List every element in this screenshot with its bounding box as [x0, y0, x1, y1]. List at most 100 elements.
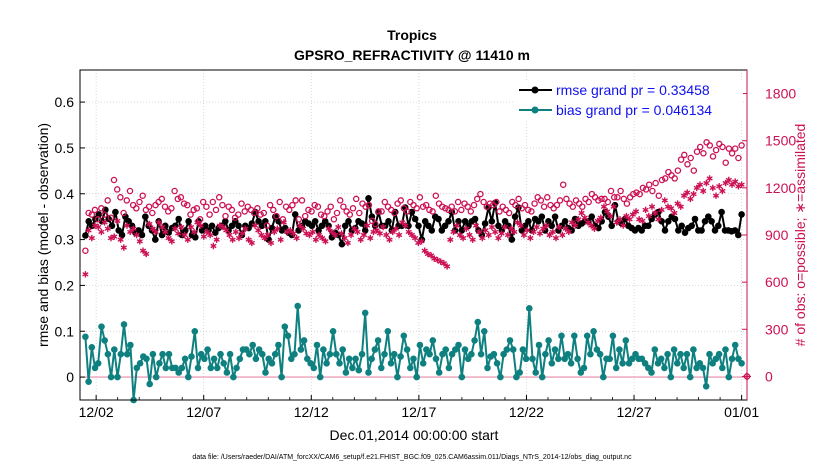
assimilated-obs-marker [226, 231, 233, 239]
assimilated-obs-marker [511, 228, 518, 236]
possible-obs-marker [384, 203, 392, 210]
data-point-1 [657, 355, 665, 363]
assimilated-obs-marker [514, 219, 521, 226]
possible-obs-marker [352, 195, 360, 203]
assimilated-obs-marker [578, 209, 585, 217]
data-point-1 [178, 364, 186, 372]
possible-obs-marker [184, 201, 191, 209]
data-point-1 [111, 346, 118, 353]
possible-obs-marker [445, 206, 452, 214]
data-point-1 [342, 369, 350, 376]
assimilated-obs-marker [648, 203, 656, 210]
assimilated-obs-marker [591, 225, 598, 232]
possible-obs-marker [636, 190, 643, 198]
left-tick-label: 0.4 [55, 186, 75, 202]
assimilated-obs-marker [395, 231, 403, 239]
possible-obs-marker [193, 205, 201, 212]
data-point-1 [94, 360, 102, 367]
possible-obs-marker [117, 194, 124, 201]
data-point-0 [345, 218, 352, 225]
assimilated-obs-marker [706, 175, 713, 182]
data-point-1 [407, 364, 414, 372]
possible-obs-marker [104, 197, 111, 204]
data-point-1 [696, 360, 704, 367]
possible-obs-marker [505, 209, 513, 217]
assimilated-obs-marker [229, 236, 236, 243]
possible-obs-marker [709, 153, 717, 160]
data-point-1 [336, 360, 343, 367]
possible-obs-marker [215, 194, 223, 201]
possible-obs-marker [333, 209, 341, 217]
assimilated-obs-marker [200, 233, 207, 240]
possible-obs-marker [180, 200, 188, 207]
data-point-1 [358, 350, 366, 358]
data-point-0 [708, 218, 715, 225]
data-point-1 [535, 341, 543, 349]
assimilated-obs-marker [684, 189, 691, 196]
data-point-1 [88, 344, 96, 351]
assimilated-obs-marker [146, 220, 153, 228]
assimilated-obs-marker [143, 250, 150, 258]
data-point-1 [677, 350, 684, 358]
possible-obs-marker [123, 197, 131, 204]
data-point-1 [172, 364, 179, 372]
data-point-0 [511, 213, 519, 220]
assimilated-obs-marker [367, 234, 374, 242]
possible-obs-marker [349, 205, 357, 212]
assimilated-obs-marker [482, 227, 489, 234]
series-layer [82, 139, 751, 404]
assimilated-obs-marker [379, 223, 387, 231]
possible-obs-marker [693, 148, 701, 155]
possible-obs-marker [346, 211, 354, 218]
assimilated-obs-marker [168, 238, 175, 245]
assimilated-obs-marker [399, 219, 406, 226]
data-point-1 [223, 369, 231, 376]
data-point-1 [667, 373, 675, 381]
data-point-0 [698, 227, 705, 234]
data-point-1 [645, 364, 652, 372]
assimilated-obs-marker [604, 208, 611, 215]
assimilated-obs-marker [133, 231, 140, 239]
data-point-1 [538, 373, 546, 381]
chart-title: Tropics [387, 27, 437, 43]
data-point-0 [411, 215, 419, 223]
assimilated-obs-marker [210, 242, 217, 250]
possible-obs-marker [244, 203, 252, 210]
assimilated-obs-marker [626, 216, 633, 223]
assimilated-obs-marker [565, 228, 572, 236]
possible-obs-marker [687, 154, 694, 162]
possible-obs-marker [735, 154, 742, 162]
assimilated-obs-marker [207, 231, 214, 239]
data-point-1 [484, 364, 491, 372]
assimilated-obs-marker [117, 236, 124, 243]
possible-obs-marker [228, 206, 236, 214]
assimilated-obs-marker [261, 234, 268, 242]
possible-obs-marker [413, 205, 420, 212]
assimilated-obs-marker [114, 217, 121, 225]
data-point-1 [333, 350, 340, 358]
data-point-1 [91, 364, 99, 372]
data-point-0 [688, 222, 695, 230]
assimilated-obs-marker [319, 234, 326, 242]
possible-obs-marker [101, 211, 108, 218]
assimilated-obs-marker [85, 227, 92, 234]
data-point-0 [95, 211, 102, 218]
assimilated-obs-marker [575, 216, 582, 223]
assimilated-obs-marker [620, 222, 627, 229]
footer-data-file: data file: /Users/raeder/DAI/ATM_forcXX/… [192, 454, 632, 461]
possible-obs-marker [626, 194, 634, 201]
data-point-1 [468, 350, 475, 358]
data-point-1 [361, 309, 369, 317]
possible-obs-marker [219, 201, 226, 209]
data-point-0 [705, 213, 712, 220]
data-point-1 [339, 346, 347, 353]
right-tick-label: 1800 [765, 86, 796, 102]
possible-obs-marker [719, 143, 726, 151]
assimilated-obs-marker [447, 236, 454, 243]
possible-obs-marker [518, 205, 526, 212]
assimilated-obs-marker [162, 228, 169, 236]
assimilated-obs-marker [524, 227, 531, 234]
possible-obs-marker [107, 214, 115, 221]
possible-obs-marker [454, 198, 462, 206]
assimilated-obs-marker [155, 219, 163, 226]
